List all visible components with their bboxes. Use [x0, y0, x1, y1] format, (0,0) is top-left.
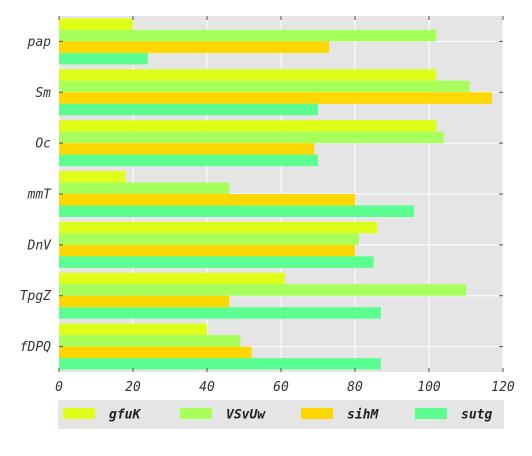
bar-Oc-gfuK	[59, 120, 437, 132]
bar-DnV-sihM	[59, 244, 355, 257]
legend-swatch-sutg	[415, 408, 447, 419]
bar-pap-gfuK	[59, 18, 133, 30]
bar-pap-sihM	[59, 41, 330, 53]
bar-fDPQ-VSvUw	[59, 335, 241, 347]
bar-mmT-sihM	[59, 194, 355, 206]
bar-mmT-gfuK	[59, 171, 126, 183]
bars	[59, 18, 492, 370]
x-tick-label: 40	[199, 380, 215, 395]
bar-TpgZ-sutg	[59, 307, 381, 319]
bar-Oc-sihM	[59, 143, 315, 155]
x-tick-label: 0	[55, 380, 63, 395]
bar-Oc-VSvUw	[59, 131, 444, 144]
x-tick-label: 60	[273, 380, 289, 395]
y-tick-label: fDPQ	[20, 340, 51, 355]
y-tick-label: Oc	[35, 137, 51, 152]
legend-swatch-sihM	[301, 408, 333, 419]
y-tick-label: Sm	[35, 86, 51, 101]
bar-mmT-sutg	[59, 205, 415, 217]
legend-label-sutg: sutg	[461, 408, 492, 423]
legend-label-VSvUw: VSvUw	[226, 408, 266, 423]
x-tick-label: 20	[125, 380, 141, 395]
bar-TpgZ-gfuK	[59, 272, 285, 285]
axes: 0 20 40 60 80 100 120 pap Sm Oc mmT DnV TpgZ fDPQ	[20, 16, 515, 395]
bar-Oc-sutg	[59, 154, 318, 167]
legend-label-gfuK: gfuK	[109, 408, 141, 423]
legend-swatch-VSvUw	[180, 408, 212, 419]
x-tick-label: 100	[417, 380, 441, 395]
y-tick-label: TpgZ	[20, 289, 52, 304]
y-tick-label: mmT	[27, 188, 53, 203]
legend: gfuK VSvUw sihM sutg	[58, 400, 504, 429]
bar-DnV-gfuK	[59, 221, 378, 234]
bar-Sm-gfuK	[59, 69, 437, 81]
y-tick-label: DnV	[27, 238, 53, 253]
bar-TpgZ-sihM	[59, 295, 230, 308]
bar-fDPQ-gfuK	[59, 323, 207, 336]
bar-fDPQ-sihM	[59, 346, 252, 359]
bar-TpgZ-VSvUw	[59, 284, 466, 296]
bar-DnV-sutg	[59, 256, 374, 268]
bar-DnV-VSvUw	[59, 233, 359, 245]
bar-pap-VSvUw	[59, 29, 437, 42]
y-tick-label: pap	[27, 35, 52, 50]
bar-mmT-VSvUw	[59, 182, 230, 194]
bar-Sm-sihM	[59, 92, 492, 104]
bar-Sm-sutg	[59, 103, 318, 116]
legend-swatch-gfuK	[63, 408, 95, 419]
x-tick-label: 120	[491, 380, 515, 395]
x-tick-label: 80	[347, 380, 363, 395]
bar-pap-sutg	[59, 52, 148, 65]
bar-fDPQ-sutg	[59, 358, 381, 370]
legend-label-sihM: sihM	[347, 408, 379, 423]
bar-Sm-VSvUw	[59, 80, 470, 93]
